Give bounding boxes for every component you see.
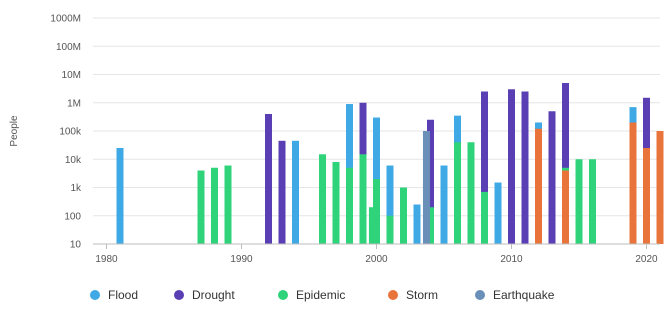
bar-flood-1994 xyxy=(292,140,299,244)
legend-marker-flood xyxy=(90,290,100,300)
bar-epidemic-1987 xyxy=(197,170,205,244)
bar-epidemic-2007 xyxy=(467,142,475,244)
x-tick-label: 1990 xyxy=(230,254,253,265)
legend-marker-earthquake xyxy=(475,290,485,300)
bars-layer xyxy=(116,83,664,245)
bar-epidemic-2016 xyxy=(589,159,596,244)
axis-layer: 10 100 1k 10k 100k 1M 10M 100M 1000M 1980 1990 2000… xyxy=(50,14,660,265)
bar-storm-2012 xyxy=(535,128,542,244)
bar-epidemic-2015 xyxy=(575,159,583,244)
bar-epidemic-2006 xyxy=(454,142,461,244)
legend-marker-storm xyxy=(388,290,398,300)
y-axis-title: People xyxy=(9,115,20,147)
y-tick-label: 1M xyxy=(67,98,81,109)
bar-epidemic-1999 xyxy=(359,154,367,244)
bar-drought-1992 xyxy=(265,113,272,244)
x-tick-label: 2010 xyxy=(500,254,523,265)
bar-flood-2001 xyxy=(386,165,394,244)
bar-epidemic-1996 xyxy=(319,154,326,244)
bar-drought-2004 xyxy=(427,119,434,244)
y-tick-label: 10 xyxy=(70,240,82,251)
legend-label-storm: Storm xyxy=(406,288,438,302)
bar-storm-2020 xyxy=(643,148,650,244)
bar-epidemic-2008 xyxy=(481,191,488,244)
bar-storm-2019 xyxy=(629,122,637,244)
bar-drought-2013 xyxy=(548,111,556,245)
y-tick-label: 100 xyxy=(64,211,81,222)
bar-epidemic-1997 xyxy=(332,161,340,244)
legend-label-drought: Drought xyxy=(192,288,235,302)
x-tick-label: 2020 xyxy=(635,254,658,265)
y-tick-label: 100k xyxy=(59,127,82,138)
bar-epidemic-1998 xyxy=(346,167,353,244)
y-tick-label: 10M xyxy=(62,70,81,81)
bar-drought-2014 xyxy=(562,83,569,245)
bar-flood-1981 xyxy=(116,148,124,244)
x-tick-label: 1980 xyxy=(95,254,118,265)
bar-drought-2008 xyxy=(481,91,488,244)
y-tick-label: 1k xyxy=(70,183,82,194)
legend-marker-epidemic xyxy=(278,290,288,300)
bar-flood-2005 xyxy=(440,165,448,244)
bar-epidemic-1988 xyxy=(211,167,218,244)
bar-epidemic-2000 xyxy=(373,178,380,244)
x-tick-label: 2000 xyxy=(365,254,388,265)
bar-drought-2010 xyxy=(508,89,515,244)
legend-label-flood: Flood xyxy=(108,288,138,302)
bar-epidemic-2001 xyxy=(386,215,394,244)
legend-label-epidemic: Epidemic xyxy=(296,288,345,302)
bar-flood-2009 xyxy=(494,182,502,244)
bar-epidemic-2004 xyxy=(427,207,434,244)
bar-storm-2014 xyxy=(562,170,569,244)
y-tick-label: 10k xyxy=(65,155,82,166)
legend: Flood Drought Epidemic Storm Earthquake xyxy=(90,288,555,302)
bar-epidemic-1999_7 xyxy=(368,207,376,244)
bar-drought-1993 xyxy=(278,140,286,244)
bar-storm-2021 xyxy=(656,131,664,244)
bar-drought-2011 xyxy=(521,91,529,244)
legend-label-earthquake: Earthquake xyxy=(493,288,555,302)
bar-earthquake-2003_7 xyxy=(422,131,430,244)
bar-flood-2003 xyxy=(413,204,421,244)
y-tick-label: 1000M xyxy=(50,14,81,25)
bar-epidemic-2002 xyxy=(400,187,407,244)
bar-epidemic-1989 xyxy=(224,165,232,244)
y-tick-label: 100M xyxy=(56,42,81,53)
legend-marker-drought xyxy=(174,290,184,300)
